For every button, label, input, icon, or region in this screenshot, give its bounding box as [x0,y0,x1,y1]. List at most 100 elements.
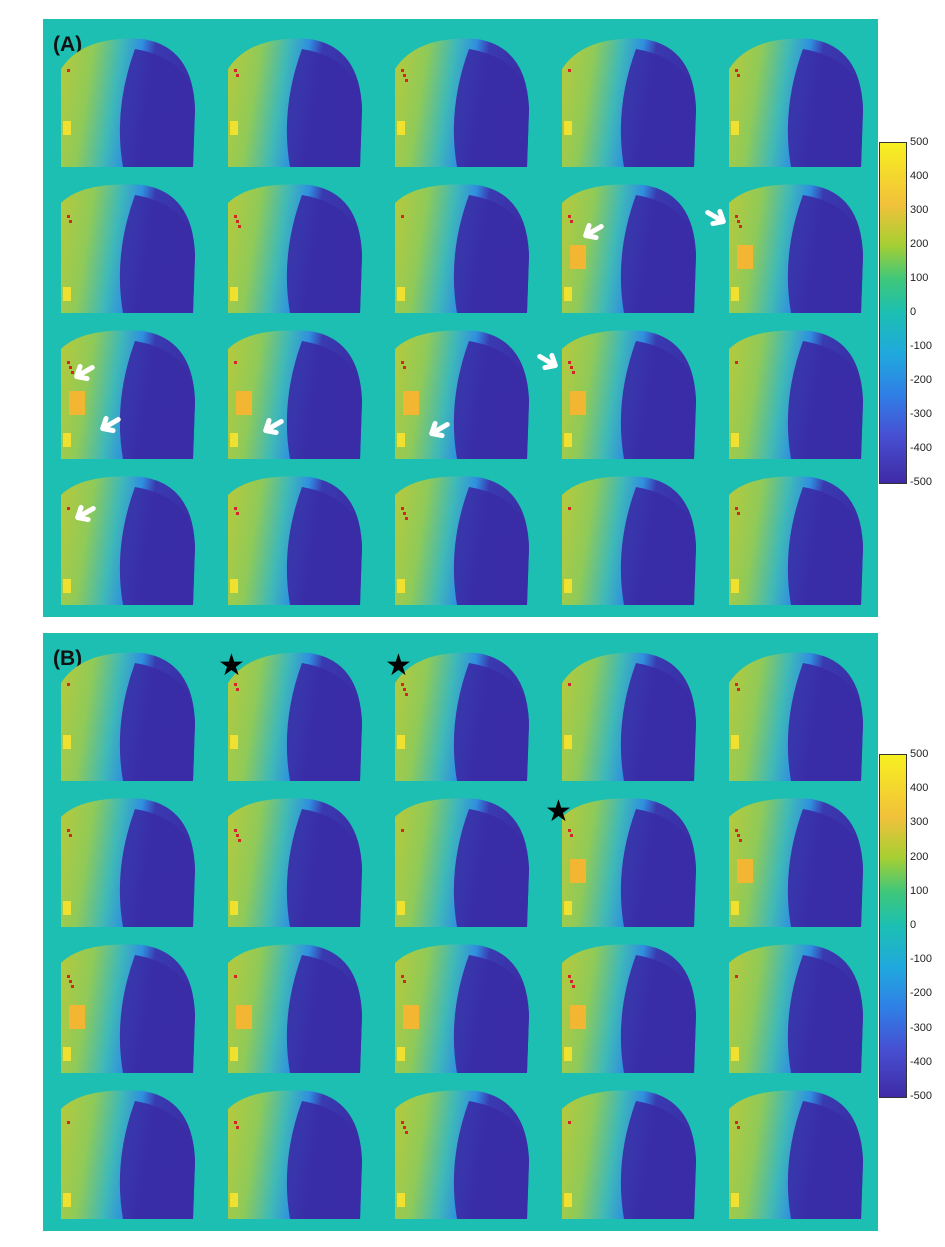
red-dot [403,980,406,983]
red-dot [401,829,404,832]
hotspot [63,433,71,447]
red-dot [71,985,74,988]
colorbar-tick-label: -200 [910,987,933,1000]
dark-region [453,955,529,1073]
colorbar-tick-label: -300 [910,1021,933,1034]
red-dot [568,507,571,510]
dark-region [453,1101,529,1219]
red-dot [739,225,742,228]
slice-thumbnail [711,175,873,315]
red-dot [568,829,571,832]
dark-region [620,341,696,459]
colorbar-tick-label: -500 [910,476,933,488]
colorbar-tick-label: -300 [910,408,933,420]
red-dot [735,829,738,832]
colorbar-tick-label: 300 [910,204,929,216]
slice-thumbnail [377,643,539,783]
hotspot [63,1047,71,1061]
colorbar-tick-label: 0 [910,919,917,931]
red-dot [737,220,740,223]
slice-thumbnail [711,935,873,1075]
slice-thumbnail [210,1081,372,1221]
red-dot [568,361,571,364]
colorbar-a [879,142,907,484]
red-dot [234,683,237,686]
hotspot [564,735,572,749]
red-dot [735,361,738,364]
red-dot [572,371,575,374]
colorbar-tick-label: -100 [910,340,933,352]
white-arrow-icon [92,415,122,442]
star-icon: ★ [385,649,412,682]
slice-thumbnail [43,935,205,1075]
slice-thumbnail [711,467,873,607]
dark-region [620,663,696,781]
hotspot [397,1047,405,1061]
colorbar-tick-label: 0 [910,306,917,318]
dark-region [119,49,195,167]
hotspot [731,735,739,749]
slice-thumbnail [377,29,539,169]
slice-thumbnail [544,643,706,783]
slice-thumbnail [544,321,706,461]
colorbar-tick-label: 100 [910,884,929,897]
colorbar-tick-label: 400 [910,170,929,182]
slice-thumbnail [210,935,372,1075]
roi-box [570,391,586,415]
red-dot [735,683,738,686]
red-dot [67,215,70,218]
red-dot [234,1121,237,1124]
dark-region [787,955,863,1073]
red-dot [403,512,406,515]
red-dot [236,688,239,691]
colorbar-tick-label: 300 [910,816,929,829]
slice-thumbnail [711,1081,873,1221]
red-dot [570,366,573,369]
red-dot [401,683,404,686]
dark-region [453,809,529,927]
dark-region [620,1101,696,1219]
dark-region [787,1101,863,1219]
dark-region [620,955,696,1073]
slice-thumbnail [377,935,539,1075]
hotspot [63,735,71,749]
red-dot [570,834,573,837]
star-icon: ★ [218,649,245,682]
slice-thumbnail [210,321,372,461]
hotspot [731,287,739,301]
red-dot [568,683,571,686]
white-arrow-icon [67,504,97,531]
slice-thumbnail [43,29,205,169]
red-dot [405,693,408,696]
dark-region [620,195,696,313]
slice-thumbnail [43,643,205,783]
red-dot [403,688,406,691]
white-arrow-icon [575,222,605,249]
red-dot [401,69,404,72]
dark-region [787,809,863,927]
red-dot [568,69,571,72]
red-dot [568,975,571,978]
hotspot [397,287,405,301]
red-dot [67,683,70,686]
hotspot [731,121,739,135]
panel-b: (B) [43,633,878,1231]
slice-thumbnail [544,1081,706,1221]
slice-thumbnail [544,29,706,169]
red-dot [403,74,406,77]
dark-region [119,195,195,313]
slice-thumbnail [377,467,539,607]
hotspot [230,121,238,135]
roi-box [570,859,586,883]
slice-thumbnail [544,789,706,929]
red-dot [737,834,740,837]
roi-box [570,1005,586,1029]
white-arrow-icon [255,417,285,444]
red-dot [739,839,742,842]
red-dot [735,69,738,72]
dark-region [453,49,529,167]
dark-region [119,341,195,459]
red-dot [735,975,738,978]
red-dot [568,215,571,218]
red-dot [737,1126,740,1129]
